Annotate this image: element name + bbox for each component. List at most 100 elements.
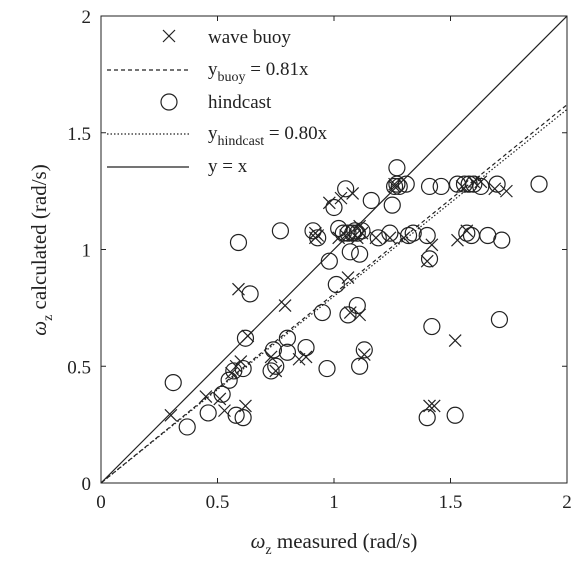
y-tick-label: 0 bbox=[82, 474, 92, 495]
hindcast-point bbox=[229, 233, 248, 252]
hindcast-point bbox=[420, 177, 439, 196]
hindcast-point bbox=[262, 362, 280, 380]
wave-buoy-point bbox=[199, 390, 213, 404]
wave-buoy-point bbox=[383, 231, 397, 245]
legend-marker-wave-buoy bbox=[162, 29, 176, 43]
hindcast-point bbox=[220, 371, 238, 389]
hindcast-point bbox=[337, 180, 355, 198]
hindcast-point bbox=[178, 418, 196, 436]
hindcast-point bbox=[488, 175, 506, 193]
x-axis-label-symbol: ω bbox=[251, 529, 266, 553]
x-axis-label-text: measured (rad/s) bbox=[272, 529, 418, 553]
hindcast-point bbox=[199, 404, 217, 422]
wave-buoy-point bbox=[369, 231, 383, 245]
fit-line-dotted bbox=[101, 108, 567, 483]
hindcast-point bbox=[234, 409, 252, 427]
hindcast-point bbox=[241, 285, 259, 303]
hindcast-point bbox=[493, 231, 511, 249]
y-axis-label-symbol: ω bbox=[27, 321, 51, 336]
wave-buoy-point bbox=[164, 408, 178, 422]
x-axis-label-sub: z bbox=[265, 543, 271, 558]
wave-buoy-point bbox=[239, 399, 252, 413]
wave-buoy-point bbox=[467, 175, 481, 189]
hindcast-point bbox=[341, 243, 359, 261]
wave-buoy-point bbox=[346, 187, 360, 200]
wave-buoy-point bbox=[355, 226, 369, 240]
hindcast-point bbox=[388, 159, 406, 177]
hindcast-point bbox=[344, 224, 362, 242]
wave-buoy-point bbox=[341, 271, 355, 284]
wave-buoy-point bbox=[353, 219, 367, 233]
legend-label-identity: y = x bbox=[208, 156, 248, 177]
hindcast-point bbox=[339, 224, 357, 242]
wave-buoy-point bbox=[218, 404, 231, 418]
wave-buoy-points bbox=[164, 175, 513, 422]
hindcast-point bbox=[234, 359, 252, 378]
x-tick-label: 2 bbox=[562, 492, 572, 513]
legend-hindcast-sub: hindcast bbox=[218, 134, 265, 149]
hindcast-point bbox=[383, 196, 401, 214]
wave-buoy-point bbox=[425, 238, 439, 252]
hindcast-point bbox=[339, 306, 357, 324]
wave-buoy-point bbox=[232, 282, 245, 296]
hindcast-point bbox=[348, 224, 366, 242]
legend-buoy-rest: = 0.81x bbox=[246, 59, 309, 80]
wave-buoy-point bbox=[499, 184, 513, 198]
axis-ticks bbox=[100, 15, 568, 484]
hindcast-point bbox=[278, 343, 296, 361]
hindcast-point bbox=[327, 275, 345, 294]
hindcast-point bbox=[418, 409, 436, 427]
hindcast-point bbox=[355, 341, 373, 359]
hindcast-point bbox=[420, 250, 439, 268]
hindcast-point bbox=[418, 226, 436, 245]
x-axis-label: ωz measured (rad/s) bbox=[251, 529, 418, 558]
wave-buoy-point bbox=[488, 182, 502, 196]
hindcast-point bbox=[369, 229, 387, 247]
legend-buoy-y: y bbox=[208, 59, 218, 80]
hindcast-point bbox=[404, 224, 422, 242]
hindcast-point bbox=[390, 177, 408, 196]
axis-tick-labels: 0 0.5 1 1.5 2 0 0.5 1 1.5 2 bbox=[67, 7, 572, 513]
hindcast-point bbox=[423, 317, 441, 336]
hindcast-point bbox=[278, 329, 296, 347]
wave-buoy-point bbox=[420, 254, 434, 268]
wave-buoy-point bbox=[241, 329, 255, 343]
wave-buoy-point bbox=[332, 231, 346, 245]
y-tick-label: 1.5 bbox=[67, 124, 91, 145]
wave-buoy-point bbox=[213, 392, 227, 406]
hindcast-point bbox=[472, 177, 490, 196]
wave-buoy-point bbox=[357, 348, 371, 361]
wave-buoy-point bbox=[388, 180, 402, 193]
legend-hindcast-rest: = 0.80x bbox=[264, 123, 327, 144]
x-tick-label: 0.5 bbox=[206, 492, 230, 513]
wave-buoy-point bbox=[343, 306, 357, 319]
hindcast-point bbox=[348, 296, 366, 315]
legend-label-wave-buoy: wave buoy bbox=[208, 27, 291, 48]
y-tick-label: 2 bbox=[82, 7, 92, 28]
hindcast-point bbox=[455, 175, 474, 193]
wave-buoy-point bbox=[427, 399, 441, 413]
wave-buoy-point bbox=[339, 229, 353, 242]
hindcast-point bbox=[213, 385, 231, 403]
y-axis-label-text: calculated (rad/s) bbox=[27, 164, 51, 314]
wave-buoy-point bbox=[455, 180, 469, 193]
wave-buoy-point bbox=[448, 334, 462, 347]
legend-marker-hindcast bbox=[160, 93, 178, 111]
hindcast-point bbox=[446, 406, 464, 424]
hindcast-point bbox=[264, 341, 283, 359]
hindcast-point bbox=[381, 224, 399, 242]
y-tick-label: 0.5 bbox=[67, 357, 91, 378]
hindcast-point bbox=[297, 338, 315, 357]
hindcast-point bbox=[346, 222, 364, 240]
hindcast-point bbox=[362, 191, 380, 210]
hindcast-point bbox=[318, 359, 336, 378]
wave-buoy-point bbox=[269, 364, 283, 378]
hindcast-point bbox=[490, 310, 509, 329]
legend-label-hindcast-fit: yhindcast = 0.80x bbox=[208, 123, 328, 149]
hindcast-point bbox=[309, 229, 327, 247]
hindcast-point bbox=[399, 226, 418, 245]
y-axis-label-sub: z bbox=[41, 315, 56, 321]
wave-buoy-point bbox=[322, 196, 336, 210]
x-tick-label: 1.5 bbox=[439, 492, 463, 513]
legend: wave buoy ybuoy = 0.81x hindcast yhindca… bbox=[107, 27, 328, 177]
